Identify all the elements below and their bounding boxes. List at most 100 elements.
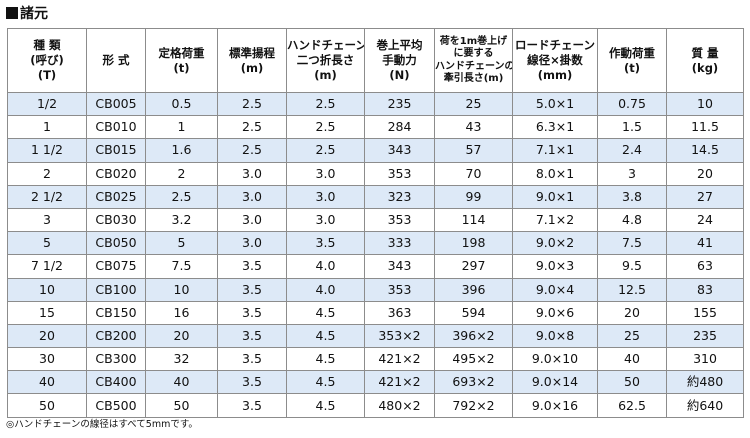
section-title-text: 諸元	[20, 6, 48, 22]
cell-load-chain-spec: 9.0×16	[512, 393, 598, 418]
cell-hand-chain-length: 2.5	[286, 138, 365, 163]
header-rated-load: 定格荷重 (t)	[145, 28, 218, 93]
cell-proof-load: 25	[597, 323, 667, 349]
header-line: (t)	[173, 60, 190, 75]
table-row: 3 CB030 3.2 3.0 3.0 353 114 7.1×2 4.8 24	[7, 207, 744, 233]
cell-model: CB030	[86, 207, 146, 233]
cell-standard-lift: 2.5	[217, 115, 287, 140]
table-row: 1 1/2 CB015 1.6 2.5 2.5 343 57 7.1×1 2.4 14.5	[7, 138, 744, 163]
cell-hand-chain-length: 4.5	[286, 300, 365, 325]
cell-proof-load: 3.8	[597, 184, 667, 209]
header-hand-chain-pull-length: 荷を1m巻上げ に要する ハンドチェーンの 牽引長さ(m)	[434, 28, 513, 93]
cell-weight: 83	[666, 277, 744, 302]
cell-model: CB300	[86, 347, 146, 372]
header-line: ハンドチェーンの	[435, 60, 513, 72]
cell-hand-chain-pull-length: 25	[434, 91, 513, 117]
cell-hand-chain-length: 3.5	[286, 231, 365, 256]
cell-load-chain-spec: 7.1×2	[512, 207, 598, 233]
cell-rated-load: 5	[145, 231, 218, 256]
cell-standard-lift: 2.5	[217, 138, 287, 163]
header-line: 質 量	[691, 45, 719, 60]
header-line: ハンドチェーン	[287, 38, 365, 52]
cell-model: CB005	[86, 91, 146, 117]
cell-hand-chain-pull-length: 297	[434, 254, 513, 279]
cell-hand-chain-pull-length: 70	[434, 161, 513, 186]
header-line: ロードチェーン	[515, 38, 595, 52]
cell-type: 7 1/2	[7, 254, 87, 279]
header-line: 手動力	[382, 53, 417, 67]
cell-standard-lift: 2.5	[217, 91, 287, 117]
cell-type: 2	[7, 161, 87, 186]
footnote: ◎ハンドチェーンの線径はすべて5mmです。	[6, 419, 198, 430]
cell-load-chain-spec: 5.0×1	[512, 91, 598, 117]
cell-proof-load: 0.75	[597, 91, 667, 117]
cell-avg-pull-force: 353	[364, 207, 435, 233]
cell-load-chain-spec: 9.0×8	[512, 323, 598, 349]
cell-proof-load: 9.5	[597, 254, 667, 279]
cell-standard-lift: 3.5	[217, 277, 287, 302]
header-line: (mm)	[537, 68, 573, 82]
cell-type: 30	[7, 347, 87, 372]
cell-model: CB010	[86, 115, 146, 140]
cell-rated-load: 10	[145, 277, 218, 302]
cell-type: 20	[7, 323, 87, 349]
table-row: 50 CB500 50 3.5 4.5 480×2 792×2 9.0×16 62.5 約640	[7, 393, 744, 418]
cell-avg-pull-force: 333	[364, 231, 435, 256]
cell-model: CB200	[86, 323, 146, 349]
header-line: (呼び)	[30, 53, 64, 67]
cell-proof-load: 2.4	[597, 138, 667, 163]
header-line: 作動荷重	[609, 45, 655, 60]
cell-rated-load: 16	[145, 300, 218, 325]
cell-hand-chain-pull-length: 396×2	[434, 323, 513, 349]
header-weight: 質 量 (kg)	[666, 28, 744, 93]
table-body: 1/2 CB005 0.5 2.5 2.5 235 25 5.0×1 0.75 10 1 CB010 1…	[7, 91, 744, 418]
cell-hand-chain-length: 3.0	[286, 161, 365, 186]
cell-hand-chain-pull-length: 594	[434, 300, 513, 325]
cell-weight: 24	[666, 207, 744, 233]
cell-avg-pull-force: 235	[364, 91, 435, 117]
header-line: 荷を1m巻上げ	[439, 35, 508, 47]
cell-hand-chain-length: 4.5	[286, 347, 365, 372]
cell-rated-load: 0.5	[145, 91, 218, 117]
cell-type: 3	[7, 207, 87, 233]
cell-rated-load: 7.5	[145, 254, 218, 279]
header-line: 定格荷重	[158, 45, 205, 60]
cell-weight: 10	[666, 91, 744, 117]
cell-weight: 27	[666, 184, 744, 209]
cell-weight: 約480	[666, 370, 744, 395]
cell-load-chain-spec: 9.0×1	[512, 184, 598, 209]
cell-type: 2 1/2	[7, 184, 87, 209]
cell-load-chain-spec: 9.0×2	[512, 231, 598, 256]
cell-standard-lift: 3.5	[217, 347, 287, 372]
header-line: 線径×掛数	[527, 53, 583, 67]
cell-load-chain-spec: 9.0×4	[512, 277, 598, 302]
table-row: 15 CB150 16 3.5 4.5 363 594 9.0×6 20 155	[7, 300, 744, 325]
cell-hand-chain-pull-length: 198	[434, 231, 513, 256]
cell-proof-load: 50	[597, 370, 667, 395]
cell-avg-pull-force: 284	[364, 115, 435, 140]
header-line: 二つ折長さ	[296, 53, 355, 67]
cell-rated-load: 2.5	[145, 184, 218, 209]
cell-load-chain-spec: 9.0×3	[512, 254, 598, 279]
cell-avg-pull-force: 343	[364, 138, 435, 163]
cell-avg-pull-force: 421×2	[364, 370, 435, 395]
header-line: 牽引長さ(m)	[443, 73, 504, 84]
cell-hand-chain-pull-length: 693×2	[434, 370, 513, 395]
section-title: 諸元	[6, 4, 48, 22]
cell-standard-lift: 3.5	[217, 254, 287, 279]
cell-type: 50	[7, 393, 87, 418]
cell-model: CB500	[86, 393, 146, 418]
cell-proof-load: 12.5	[597, 277, 667, 302]
cell-hand-chain-pull-length: 43	[434, 115, 513, 140]
cell-standard-lift: 3.0	[217, 207, 287, 233]
cell-model: CB400	[86, 370, 146, 395]
table-row: 20 CB200 20 3.5 4.5 353×2 396×2 9.0×8 25 235	[7, 323, 744, 349]
cell-proof-load: 20	[597, 300, 667, 325]
cell-hand-chain-length: 3.0	[286, 184, 365, 209]
header-line: (T)	[37, 68, 57, 82]
cell-model: CB075	[86, 254, 146, 279]
header-line: (N)	[389, 68, 410, 82]
cell-weight: 11.5	[666, 115, 744, 140]
cell-model: CB015	[86, 138, 146, 163]
header-line: に要する	[453, 48, 494, 59]
